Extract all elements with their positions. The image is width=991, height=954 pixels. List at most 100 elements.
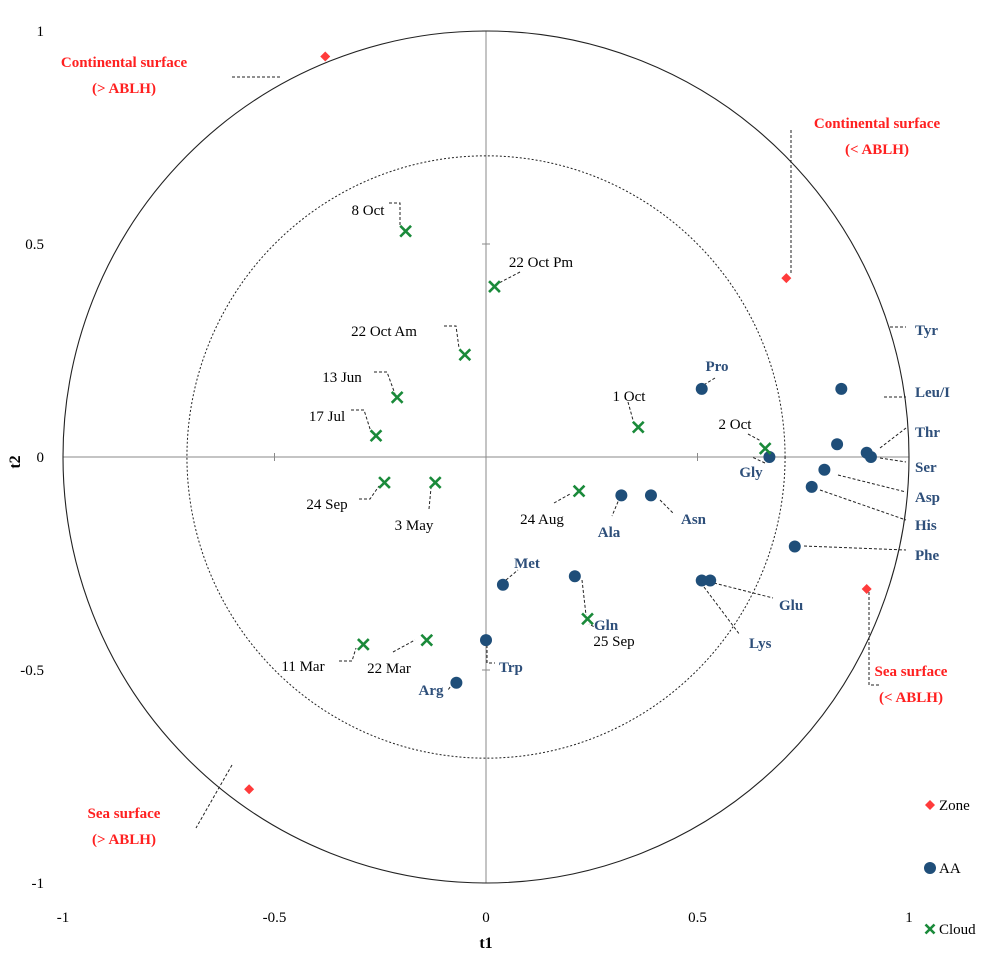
label-gln: Gln: [594, 618, 619, 634]
legend-label-zone: Zone: [939, 798, 970, 814]
label-17-jul: 17 Jul: [309, 409, 345, 425]
label-asn: Asn: [681, 512, 707, 528]
cloud-point-13-jun: [390, 391, 404, 404]
leader-3-may: [428, 487, 432, 510]
zone-point-continental-surface-ablh: [320, 51, 331, 62]
label-pro: Pro: [705, 359, 728, 375]
leader-lines: [195, 76, 907, 829]
leader-ser: [879, 457, 907, 463]
label-leu-i: Leu/I: [915, 385, 950, 401]
label-tyr: Tyr: [915, 323, 938, 339]
leader-sea-surface-ablh: [195, 764, 233, 829]
leader-met: [505, 569, 519, 581]
x-tick-label: 1: [905, 910, 913, 926]
leader-asp: [837, 474, 907, 493]
plot-frame: [62, 30, 910, 884]
cloud-point-22-oct-pm: [488, 280, 501, 293]
leader-asn: [659, 499, 674, 514]
leader-gly: [751, 456, 766, 464]
tick-labels: -1 -0.5 0 0.5 1 1 0.5 0 -0.5 -1: [20, 24, 913, 926]
aa-point-gly: [763, 451, 776, 463]
aa-point-pro: [695, 382, 708, 395]
label-thr: Thr: [915, 425, 940, 441]
zone-point-sea-surface-ablh: [861, 584, 872, 595]
x-tick-label: -1: [57, 910, 70, 926]
leader-ala: [611, 496, 621, 517]
legend-label-aa: AA: [939, 861, 961, 877]
leader-1-oct: [627, 401, 634, 421]
leader-lys: [703, 586, 741, 636]
leader-25-sep: [588, 623, 599, 630]
cloud-point-11-mar: [356, 638, 370, 651]
x-tick-label: 0.5: [688, 910, 707, 926]
zone-point-continental-surface-ablh: [781, 273, 792, 284]
x-tick-label: 0: [482, 910, 490, 926]
label-2-oct: 2 Oct: [719, 417, 753, 433]
x-tick-label: -0.5: [263, 910, 287, 926]
y-axis-title: t2: [7, 455, 24, 468]
leader-gln: [581, 579, 587, 616]
aa-point-phe: [788, 540, 801, 553]
label-trp: Trp: [499, 660, 523, 676]
zone-point-sea-surface-ablh: [244, 784, 255, 795]
leader-2-oct: [747, 433, 762, 442]
label-asp: Asp: [915, 490, 940, 506]
aa-point-asp: [818, 463, 831, 476]
data-points: [244, 51, 877, 795]
point-labels: Continental surface (> ABLH) Continental s…: [61, 55, 950, 848]
label-sea-surface-ablh-line2: (> ABLH): [92, 832, 156, 848]
aa-point-ser: [864, 451, 877, 463]
label-11-mar: 11 Mar: [281, 659, 324, 675]
label-arg: Arg: [419, 683, 444, 699]
leader-thr: [879, 427, 907, 449]
label-sea-surface-ablh-line1: Sea surface: [88, 806, 161, 822]
label-sea-surface-ablh-line1: Sea surface: [875, 664, 948, 680]
legend-marker-zone: [925, 800, 935, 810]
label-24-sep: 24 Sep: [306, 497, 347, 513]
label-22-mar: 22 Mar: [367, 661, 411, 677]
leader-22-oct-am: [444, 325, 460, 349]
leader-22-mar: [392, 639, 416, 653]
y-tick-label: 0: [37, 450, 45, 466]
cloud-point-24-sep: [378, 476, 391, 489]
label-gly: Gly: [739, 465, 763, 481]
label-ser: Ser: [915, 460, 937, 476]
legend: Zone AA Cloud: [924, 798, 976, 938]
cloud-point-25-sep: [581, 612, 594, 626]
correlation-circle-inner: [186, 155, 786, 759]
aa-point-leu-i: [831, 438, 844, 451]
cloud-point-1-oct: [631, 420, 645, 434]
aa-point-gln: [568, 570, 581, 583]
aa-point-ala: [615, 489, 628, 502]
aa-point-arg: [450, 676, 463, 689]
leader-glu: [713, 582, 774, 599]
label-continental-surface-ablh-line1: Continental surface: [61, 55, 188, 71]
aa-point-glu: [704, 574, 717, 587]
label-sea-surface-ablh-line2: (< ABLH): [879, 690, 943, 706]
label-continental-surface-ablh-line1: Continental surface: [814, 116, 941, 132]
aa-point-asn: [644, 489, 657, 502]
leader-8-oct: [389, 202, 401, 226]
leader-24-sep: [359, 485, 380, 500]
label-25-sep: 25 Sep: [593, 634, 634, 650]
leader-17-jul: [351, 409, 372, 433]
y-tick-label: -0.5: [20, 663, 44, 679]
label-phe: Phe: [915, 548, 940, 564]
aa-point-met: [496, 578, 509, 591]
leader-11-mar: [339, 647, 357, 662]
leader-trp: [486, 645, 495, 664]
label-24-aug: 24 Aug: [520, 512, 564, 528]
leader-13-jun: [374, 371, 396, 395]
leader-phe: [803, 545, 907, 551]
aa-point-trp: [480, 634, 492, 647]
cloud-point-17-jul: [369, 429, 383, 443]
leader-24-aug: [553, 493, 571, 504]
label-met: Met: [514, 556, 540, 572]
y-tick-label: -1: [32, 876, 45, 892]
label-lys: Lys: [749, 636, 772, 652]
cloud-point-24-aug: [572, 484, 586, 498]
label-22-oct-am: 22 Oct Am: [351, 324, 417, 340]
cloud-point-3-may: [428, 476, 442, 489]
aa-point-his: [805, 480, 818, 493]
